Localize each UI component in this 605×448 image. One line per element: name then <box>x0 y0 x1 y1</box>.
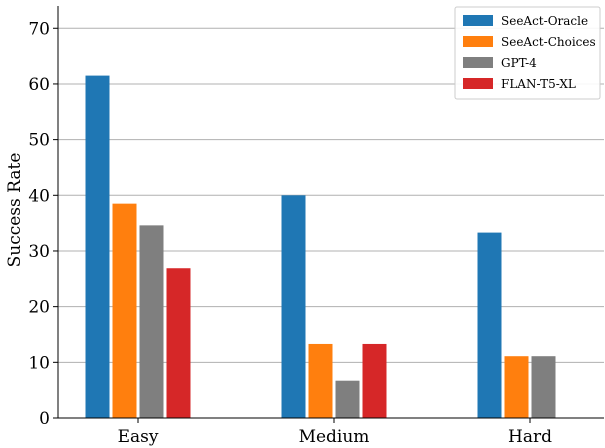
y-tick-label: 0 <box>39 409 50 429</box>
bar-flan-t5-xl-medium <box>362 343 387 418</box>
bar-gpt-4-easy <box>139 225 164 418</box>
legend-label: SeeAct-Choices <box>501 35 596 49</box>
legend-swatch <box>463 57 493 68</box>
bar-seeact-choices-medium <box>308 343 333 418</box>
bar-seeact-oracle-easy <box>85 75 110 418</box>
legend-swatch <box>463 78 493 89</box>
y-tick-label: 20 <box>28 298 50 318</box>
y-axis-label: Success Rate <box>5 153 25 268</box>
y-tick-label: 10 <box>28 353 50 373</box>
y-tick-label: 60 <box>28 75 50 95</box>
legend: SeeAct-Oracle SeeAct-Choices GPT-4 FLAN-T5-… <box>454 6 601 100</box>
bar-seeact-oracle-hard <box>477 232 502 418</box>
legend-box <box>454 6 601 100</box>
legend-label: GPT-4 <box>501 56 537 70</box>
y-tick-label: 40 <box>28 186 50 206</box>
y-tick-label: 50 <box>28 131 50 151</box>
x-tick-label: Hard <box>508 427 552 447</box>
bar-gpt-4-hard <box>531 356 556 418</box>
legend-label: FLAN-T5-XL <box>501 77 576 91</box>
y-tick-label: 30 <box>28 242 50 262</box>
bar-seeact-choices-easy <box>112 203 137 418</box>
axes: 0 10 20 30 40 50 60 70 Easy Medium Hard <box>28 6 604 447</box>
bar-flan-t5-xl-easy <box>166 268 191 418</box>
bar-seeact-oracle-medium <box>281 195 306 418</box>
legend-label: SeeAct-Oracle <box>501 14 588 28</box>
bars <box>85 75 556 418</box>
x-tick-label: Easy <box>118 427 159 447</box>
bar-seeact-choices-hard <box>504 356 529 418</box>
legend-swatch <box>463 15 493 26</box>
x-tick-label: Medium <box>299 427 370 447</box>
y-tick-label: 70 <box>28 19 50 39</box>
bar-gpt-4-medium <box>335 380 360 418</box>
legend-swatch <box>463 36 493 47</box>
